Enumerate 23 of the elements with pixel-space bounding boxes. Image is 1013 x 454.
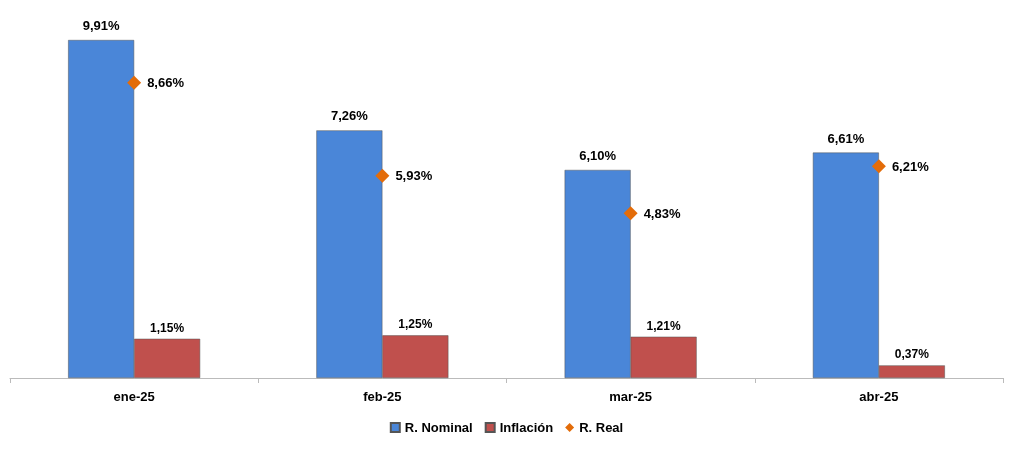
x-tick-label: abr-25	[859, 389, 899, 404]
legend-label: R. Real	[579, 420, 624, 435]
data-label: 0,37%	[894, 347, 930, 362]
data-label: 8,66%	[147, 75, 185, 91]
data-label: 7,26%	[330, 108, 369, 124]
data-label: 6,21%	[891, 158, 930, 174]
data-label: 6,61%	[827, 130, 865, 146]
data-label: 9,91%	[82, 18, 120, 33]
data-label: 5,93%	[395, 168, 433, 184]
data-label: 1,25%	[398, 317, 433, 332]
data-label: 4,83%	[643, 205, 681, 221]
point	[623, 206, 638, 221]
data-label: 1,21%	[646, 318, 681, 333]
data-label: 1,15%	[150, 320, 185, 335]
legend-label: Inflación	[499, 420, 554, 435]
x-tick-label: feb-25	[363, 389, 402, 404]
legend-label: R. Nominal	[404, 420, 473, 435]
data-label: 6,10%	[579, 147, 617, 163]
point	[871, 159, 886, 174]
point	[375, 168, 390, 183]
x-tick-label: ene-25	[113, 389, 155, 404]
point	[127, 75, 142, 90]
x-tick-label: mar-25	[609, 389, 652, 404]
